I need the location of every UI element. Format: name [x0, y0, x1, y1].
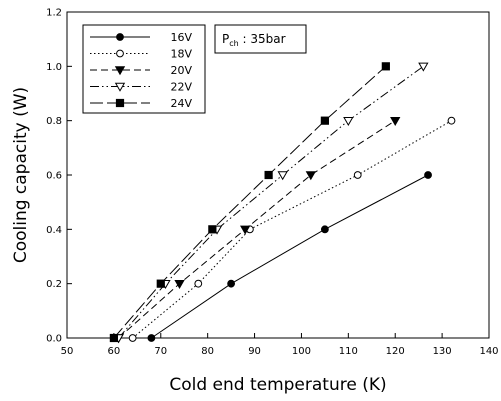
x-tick-label: 70: [154, 346, 167, 357]
data-point: [174, 279, 185, 289]
series-line: [113, 65, 387, 339]
data-point: [418, 62, 429, 72]
data-point: [109, 333, 118, 343]
x-tick-label: 50: [61, 346, 74, 357]
data-point: [305, 171, 316, 181]
y-tick-label: 0.8: [46, 116, 62, 127]
x-tick-label: 140: [479, 346, 498, 357]
data-point: [381, 62, 390, 71]
x-tick-label: 60: [108, 346, 121, 357]
legend-label: 20V: [170, 64, 192, 77]
y-axis-label: Cooling capacity (W): [11, 87, 31, 263]
legend-box: [82, 24, 206, 114]
data-point: [194, 279, 203, 288]
data-point: [208, 225, 217, 234]
series-16V: [147, 171, 432, 342]
x-tick-label: 110: [339, 346, 358, 357]
y-tick-label: 1.2: [46, 8, 62, 19]
legend: 16V 18V 20V 22V 24V: [82, 24, 206, 114]
legend-marker: [114, 82, 126, 92]
series-line: [151, 174, 429, 339]
data-point: [156, 279, 165, 288]
series-line: [118, 65, 424, 339]
x-tick-label: 90: [248, 346, 261, 357]
y-tick-label: 0.0: [46, 334, 62, 345]
annotation-suffix: : 35bar: [239, 32, 286, 46]
annotation-prefix: P: [222, 32, 229, 46]
data-point: [353, 171, 362, 179]
legend-label: 22V: [170, 81, 192, 94]
data-point: [320, 116, 329, 125]
legend-marker: [116, 49, 124, 58]
legend-marker: [114, 66, 126, 76]
series-22V: [113, 62, 429, 344]
data-point: [147, 334, 156, 342]
legend-marker: [115, 98, 125, 108]
data-point: [390, 116, 401, 126]
series-24V: [109, 62, 390, 343]
data-point: [447, 116, 456, 125]
annotation-box: Pch : 35bar: [214, 24, 307, 54]
x-axis-label: Cold end temperature (K): [169, 375, 386, 395]
legend-label: 16V: [170, 31, 192, 44]
legend-marker: [116, 33, 124, 41]
data-point: [320, 225, 329, 234]
data-point: [424, 171, 432, 179]
data-point: [264, 170, 273, 180]
data-point: [277, 171, 288, 181]
x-tick-label: 120: [386, 346, 405, 357]
x-tick-label: 100: [292, 346, 311, 357]
annotation-frame: [214, 24, 307, 54]
annotation-subscript: ch: [229, 39, 238, 48]
series-layer: [109, 62, 456, 344]
axis-ticks: 50 60 70 80 90 100 110 120 130 140 0.0 0.2 0.4 0.6 0.8…: [46, 8, 498, 358]
data-point: [240, 225, 251, 235]
annotation-text: Pch : 35bar: [222, 32, 286, 48]
data-point: [128, 334, 137, 342]
data-point: [343, 116, 354, 126]
y-tick-label: 0.4: [46, 225, 62, 236]
y-tick-label: 1.0: [46, 62, 62, 73]
x-tick-label: 80: [201, 346, 214, 357]
x-tick-label: 130: [433, 346, 452, 357]
legend-label: 18V: [170, 48, 192, 61]
data-point: [227, 279, 236, 288]
y-tick-label: 0.6: [46, 171, 62, 182]
y-tick-label: 0.2: [46, 279, 62, 290]
legend-label: 24V: [170, 97, 192, 110]
